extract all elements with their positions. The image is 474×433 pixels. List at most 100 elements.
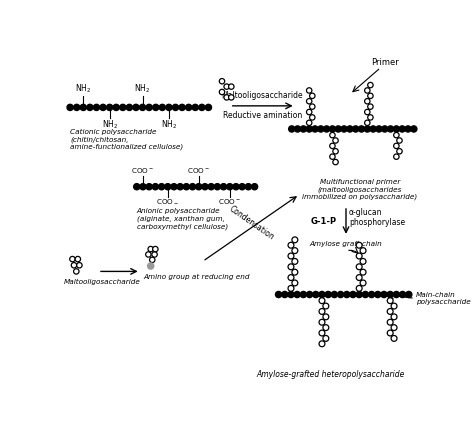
Circle shape bbox=[171, 184, 177, 190]
Circle shape bbox=[323, 336, 329, 341]
Circle shape bbox=[337, 291, 344, 297]
Circle shape bbox=[394, 143, 399, 149]
Circle shape bbox=[319, 309, 325, 314]
Text: Amylose graft chain: Amylose graft chain bbox=[310, 241, 383, 247]
Circle shape bbox=[356, 242, 362, 248]
Circle shape bbox=[133, 104, 139, 110]
Circle shape bbox=[310, 104, 315, 109]
Circle shape bbox=[147, 263, 154, 269]
Circle shape bbox=[294, 291, 300, 297]
Circle shape bbox=[67, 104, 73, 110]
Circle shape bbox=[93, 104, 100, 110]
Circle shape bbox=[356, 275, 362, 281]
Circle shape bbox=[387, 291, 393, 297]
Circle shape bbox=[330, 154, 335, 159]
Circle shape bbox=[319, 330, 325, 336]
Circle shape bbox=[192, 104, 198, 110]
Circle shape bbox=[224, 84, 229, 89]
Circle shape bbox=[139, 104, 146, 110]
Circle shape bbox=[307, 109, 312, 115]
Circle shape bbox=[400, 291, 406, 297]
Circle shape bbox=[196, 184, 202, 190]
Circle shape bbox=[120, 104, 126, 110]
Circle shape bbox=[356, 253, 362, 259]
Circle shape bbox=[224, 95, 229, 100]
Circle shape bbox=[313, 291, 319, 297]
Circle shape bbox=[310, 115, 315, 120]
Circle shape bbox=[179, 104, 185, 110]
Circle shape bbox=[387, 298, 393, 304]
Text: Condensation: Condensation bbox=[227, 204, 276, 242]
Circle shape bbox=[214, 184, 220, 190]
Circle shape bbox=[335, 126, 341, 132]
Circle shape bbox=[323, 325, 329, 330]
Circle shape bbox=[333, 138, 338, 143]
Circle shape bbox=[374, 291, 381, 297]
Text: Main-chain
polysaccharide: Main-chain polysaccharide bbox=[416, 292, 471, 305]
Circle shape bbox=[365, 109, 370, 115]
Circle shape bbox=[325, 291, 331, 297]
Circle shape bbox=[100, 104, 106, 110]
Circle shape bbox=[331, 291, 337, 297]
Circle shape bbox=[330, 143, 335, 149]
Circle shape bbox=[146, 104, 152, 110]
Circle shape bbox=[186, 104, 192, 110]
Circle shape bbox=[319, 298, 325, 304]
Circle shape bbox=[393, 126, 400, 132]
Circle shape bbox=[344, 291, 350, 297]
Circle shape bbox=[391, 336, 397, 341]
Circle shape bbox=[77, 262, 82, 268]
Circle shape bbox=[134, 184, 140, 190]
Circle shape bbox=[365, 88, 370, 93]
Text: Maltooligosaccharide: Maltooligosaccharide bbox=[221, 91, 303, 100]
Circle shape bbox=[406, 291, 412, 297]
Circle shape bbox=[292, 237, 298, 243]
Text: COO$_-$: COO$_-$ bbox=[156, 197, 179, 205]
Circle shape bbox=[159, 104, 165, 110]
Circle shape bbox=[288, 291, 294, 297]
Circle shape bbox=[381, 291, 387, 297]
Circle shape bbox=[73, 104, 80, 110]
Circle shape bbox=[307, 99, 312, 104]
Circle shape bbox=[350, 291, 356, 297]
Circle shape bbox=[219, 78, 225, 84]
Text: COO$^-$: COO$^-$ bbox=[218, 197, 241, 207]
Circle shape bbox=[220, 184, 227, 190]
Circle shape bbox=[399, 126, 405, 132]
Circle shape bbox=[149, 257, 155, 262]
Circle shape bbox=[333, 159, 338, 165]
Circle shape bbox=[245, 184, 251, 190]
Circle shape bbox=[365, 99, 370, 104]
Circle shape bbox=[177, 184, 183, 190]
Circle shape bbox=[391, 303, 397, 309]
Circle shape bbox=[146, 252, 151, 257]
Circle shape bbox=[376, 126, 382, 132]
Circle shape bbox=[356, 285, 362, 291]
Circle shape bbox=[312, 126, 318, 132]
Circle shape bbox=[275, 291, 282, 297]
Circle shape bbox=[292, 269, 298, 275]
Circle shape bbox=[228, 95, 234, 100]
Text: NH$_2$: NH$_2$ bbox=[135, 83, 151, 95]
Circle shape bbox=[360, 269, 366, 275]
Text: Maltooligosaccharide: Maltooligosaccharide bbox=[64, 279, 141, 285]
Circle shape bbox=[368, 104, 373, 109]
Circle shape bbox=[360, 248, 366, 254]
Circle shape bbox=[251, 184, 258, 190]
Circle shape bbox=[329, 126, 336, 132]
Circle shape bbox=[173, 104, 179, 110]
Circle shape bbox=[358, 126, 365, 132]
Text: Primer: Primer bbox=[371, 58, 399, 67]
Circle shape bbox=[75, 256, 81, 262]
Text: G-1-P: G-1-P bbox=[310, 217, 337, 226]
Circle shape bbox=[294, 126, 301, 132]
Circle shape bbox=[288, 285, 294, 291]
Circle shape bbox=[387, 309, 393, 314]
Circle shape bbox=[113, 104, 119, 110]
Circle shape bbox=[158, 184, 164, 190]
Circle shape bbox=[360, 259, 366, 264]
Circle shape bbox=[364, 126, 370, 132]
Circle shape bbox=[70, 256, 75, 262]
Circle shape bbox=[323, 303, 329, 309]
Circle shape bbox=[153, 104, 159, 110]
